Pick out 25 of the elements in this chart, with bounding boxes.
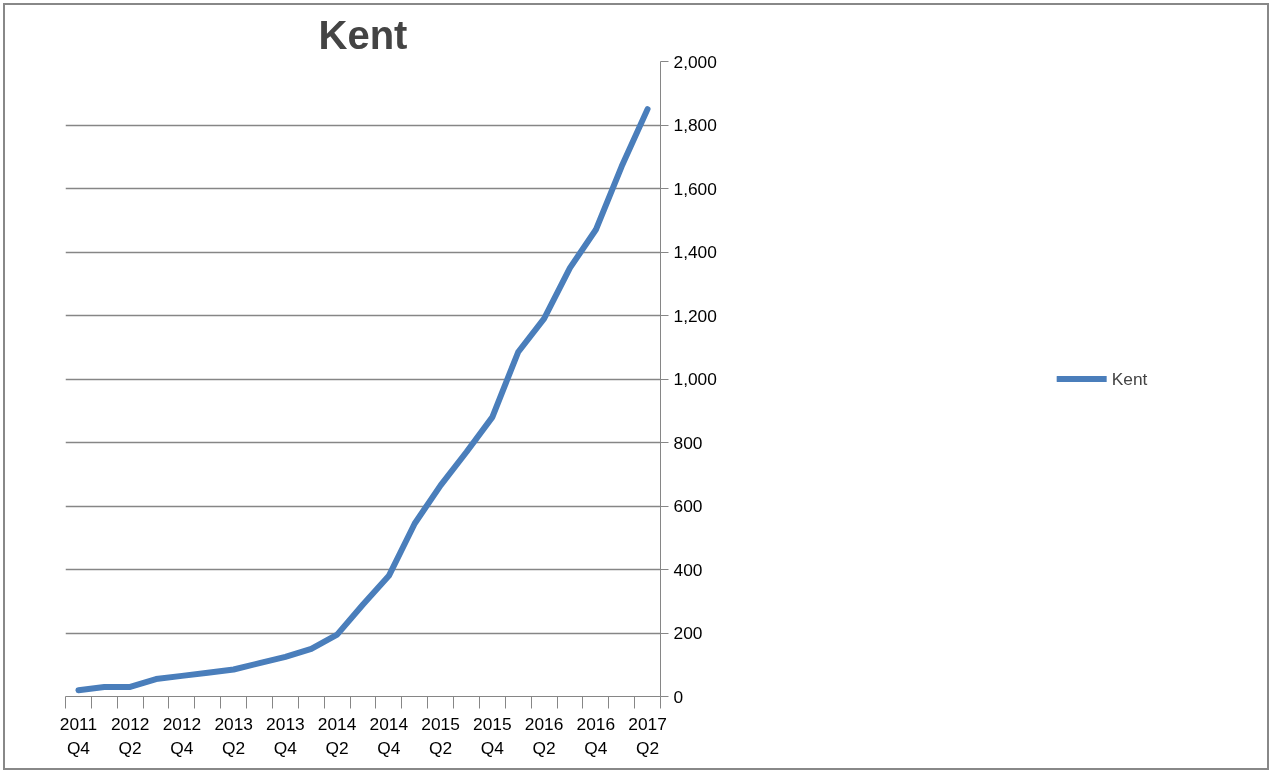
x-tick-label: 2016 Q2 (524, 713, 564, 758)
x-tick-label: 2015 Q4 (473, 713, 512, 758)
y-tick-label: 1,600 (673, 178, 717, 199)
x-tick-label: 2012 Q4 (162, 713, 202, 758)
y-tick-label: 1,200 (673, 305, 717, 326)
y-tick-label: 200 (673, 623, 703, 643)
x-tick-label: 2011 Q4 (59, 713, 98, 758)
y-tick-label: 400 (673, 559, 703, 580)
legend-label: Kent (1111, 368, 1148, 389)
y-tick-label: 1,800 (673, 115, 717, 135)
x-tick-label: 2015 Q2 (421, 713, 460, 758)
chart-title: Kent (318, 12, 408, 57)
x-tick-label: 2017 Q2 (628, 713, 667, 758)
y-tick-label: 600 (673, 496, 703, 516)
x-tick-label: 2014 Q4 (369, 713, 409, 758)
x-tick-label: 2016 Q4 (576, 713, 616, 758)
x-tick-label: 2013 Q2 (214, 713, 253, 758)
y-tick-label: 0 (673, 686, 684, 707)
y-tick-label: 2,000 (673, 51, 717, 72)
y-tick-label: 1,000 (673, 369, 717, 389)
x-tick-label: 2012 Q2 (110, 713, 150, 758)
x-tick-label: 2014 Q2 (317, 713, 357, 758)
x-tick-label: 2013 Q4 (266, 713, 305, 758)
y-tick-label: 1,400 (673, 242, 717, 262)
y-tick-label: 800 (673, 432, 703, 453)
